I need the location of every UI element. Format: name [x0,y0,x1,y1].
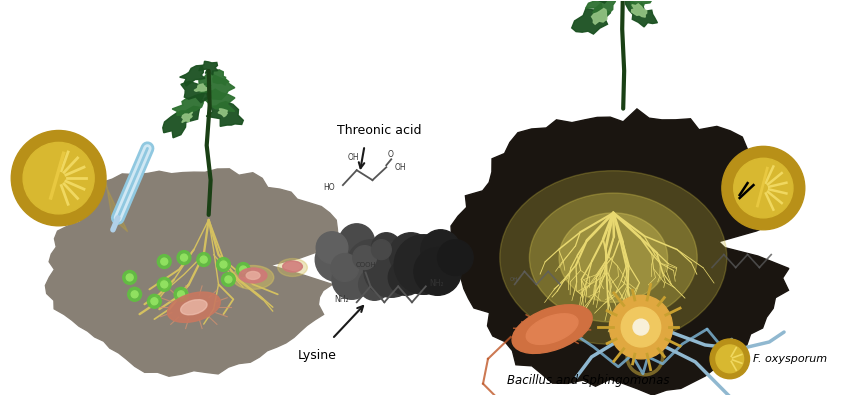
Text: Bacillus and Sphingomonas: Bacillus and Sphingomonas [507,374,670,387]
Circle shape [180,254,187,261]
Polygon shape [212,70,229,85]
Circle shape [178,291,185,298]
Polygon shape [199,61,218,75]
Polygon shape [625,0,657,27]
Circle shape [123,270,136,284]
Text: OH: OH [348,153,360,162]
Circle shape [177,251,191,265]
Circle shape [421,230,460,270]
Circle shape [331,253,358,282]
Circle shape [372,240,391,259]
Polygon shape [586,0,617,14]
Ellipse shape [168,292,220,322]
Polygon shape [182,112,192,122]
Circle shape [346,240,396,289]
Polygon shape [572,3,611,34]
Circle shape [394,235,453,294]
Circle shape [23,143,94,214]
Ellipse shape [180,300,207,315]
Polygon shape [172,93,205,115]
Circle shape [197,253,211,267]
Circle shape [131,291,138,298]
Polygon shape [451,109,791,395]
Polygon shape [207,101,243,126]
Circle shape [710,339,750,379]
Text: NH₂: NH₂ [335,295,349,304]
Circle shape [372,233,401,263]
Ellipse shape [512,305,592,353]
Circle shape [388,259,424,295]
Text: Lysine: Lysine [298,349,336,362]
Ellipse shape [246,272,260,280]
Text: COOH: COOH [355,261,376,268]
Polygon shape [180,65,205,86]
Circle shape [220,261,227,268]
Ellipse shape [559,213,667,302]
Text: HO: HO [324,183,335,192]
Polygon shape [199,74,235,99]
Circle shape [11,130,106,226]
Text: F. oxysporum: F. oxysporum [754,354,828,364]
Circle shape [128,287,141,301]
Text: OH: OH [510,278,518,282]
Circle shape [158,278,171,291]
Circle shape [225,276,232,283]
Circle shape [339,224,374,259]
Polygon shape [632,4,647,17]
Circle shape [332,259,372,299]
Polygon shape [46,169,338,376]
Circle shape [315,238,358,282]
Circle shape [716,345,744,373]
Polygon shape [204,89,235,111]
Circle shape [158,255,171,268]
Circle shape [363,242,419,297]
Circle shape [174,287,188,301]
Circle shape [161,258,168,265]
Circle shape [352,246,376,270]
Ellipse shape [529,193,697,322]
Circle shape [240,266,246,273]
Text: Threonic acid: Threonic acid [337,124,422,137]
Text: OH: OH [394,163,406,172]
Circle shape [147,294,161,308]
Circle shape [221,272,235,286]
Ellipse shape [232,266,274,289]
Circle shape [217,257,230,272]
Circle shape [200,256,208,263]
Circle shape [236,263,250,276]
Circle shape [633,319,649,335]
Text: O: O [387,150,393,159]
Circle shape [438,240,473,276]
Polygon shape [104,170,128,232]
Ellipse shape [283,261,302,272]
Polygon shape [219,109,227,117]
Ellipse shape [239,268,267,283]
Circle shape [734,158,793,218]
Polygon shape [591,8,606,24]
Circle shape [151,298,158,305]
Polygon shape [181,81,213,103]
Circle shape [316,232,348,263]
Circle shape [161,281,168,288]
Polygon shape [594,0,628,3]
Circle shape [414,248,462,295]
Polygon shape [194,84,208,91]
Ellipse shape [526,314,578,345]
Polygon shape [163,106,200,138]
Ellipse shape [278,259,307,276]
Circle shape [390,233,433,276]
Text: NH₂: NH₂ [429,279,445,288]
Circle shape [126,274,133,281]
Circle shape [358,268,390,300]
Circle shape [621,307,661,347]
Ellipse shape [500,171,727,345]
Circle shape [609,295,673,359]
Circle shape [722,147,805,230]
Polygon shape [622,0,652,8]
